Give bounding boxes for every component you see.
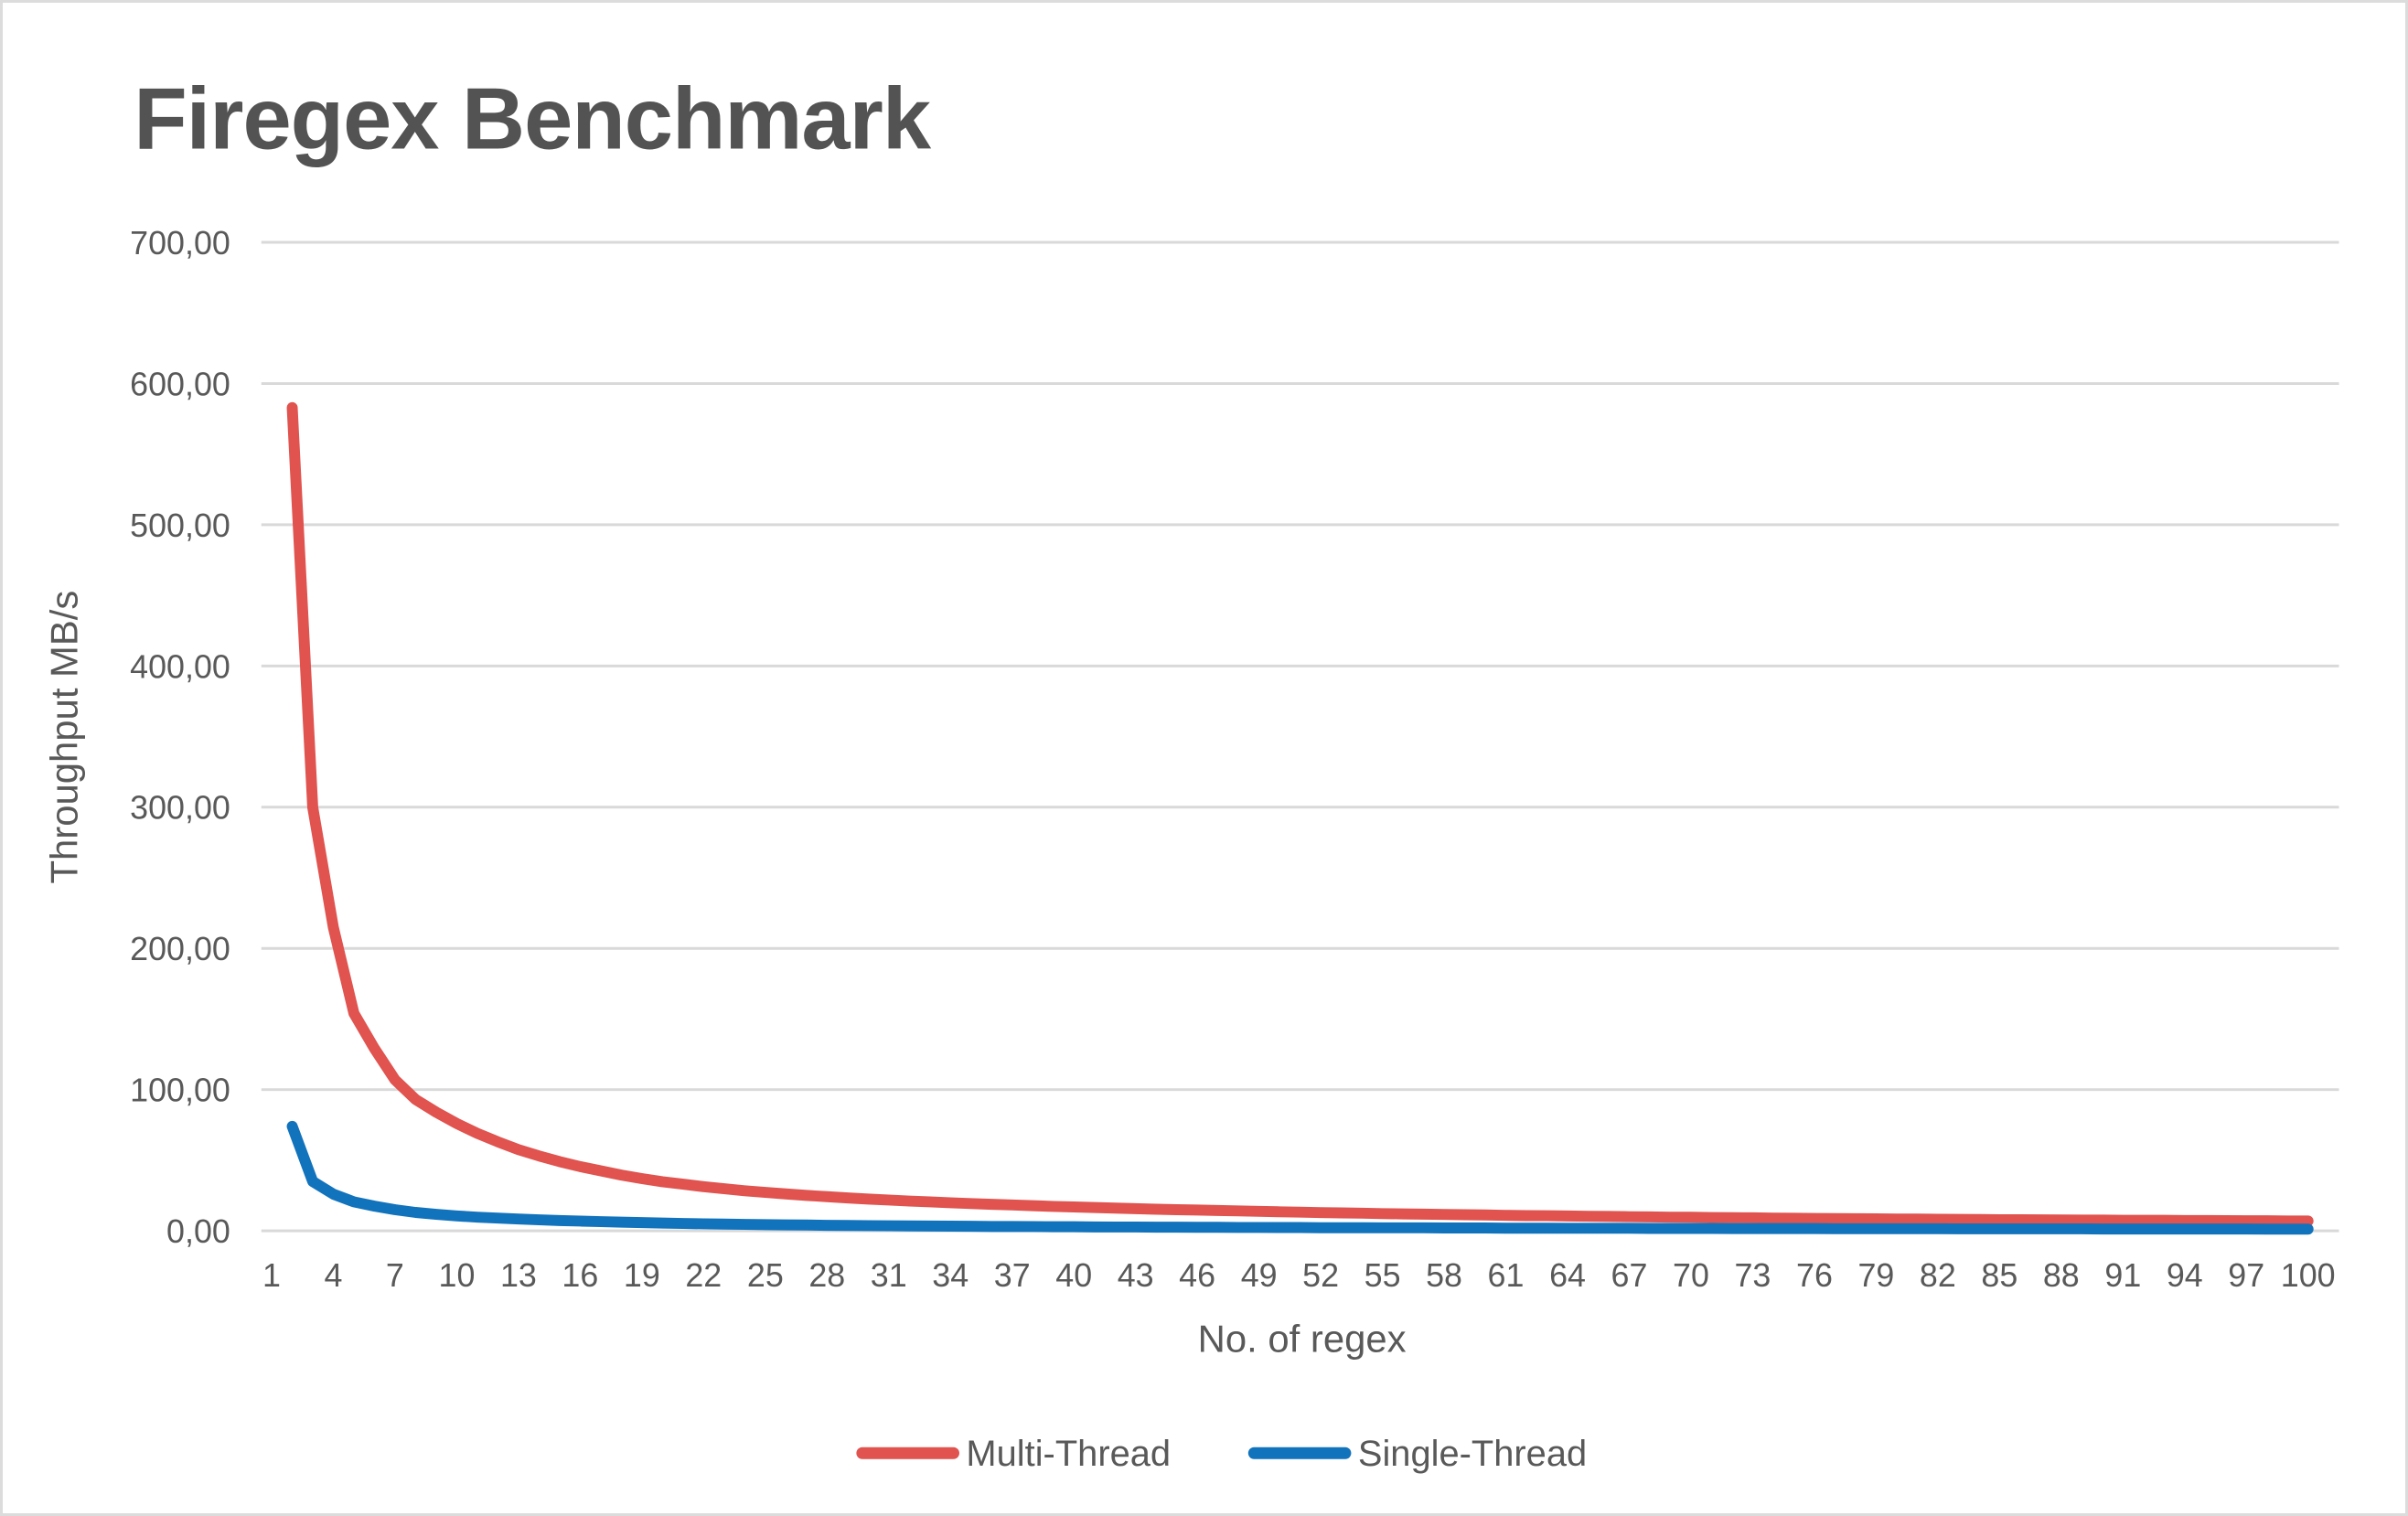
legend-label: Single-Thread <box>1358 1434 1587 1474</box>
x-tick-label: 85 <box>1981 1257 2017 1294</box>
series-line-multi-thread <box>286 401 2314 1227</box>
x-tick-label: 1 <box>262 1257 281 1294</box>
x-tick-label: 13 <box>500 1257 537 1294</box>
x-tick-label: 28 <box>808 1257 845 1294</box>
x-tick-label: 100 <box>2281 1257 2336 1294</box>
x-tick-label: 37 <box>994 1257 1031 1294</box>
x-tick-label: 43 <box>1118 1257 1154 1294</box>
x-tick-label: 55 <box>1365 1257 1401 1294</box>
y-tick-label: 300,00 <box>130 790 230 827</box>
x-tick-label: 61 <box>1488 1257 1525 1294</box>
benchmark-line-chart: Firegex Benchmark Throughput MB/s No. of… <box>42 69 2339 1474</box>
x-tick-label: 16 <box>562 1257 598 1294</box>
x-tick-label: 10 <box>439 1257 476 1294</box>
x-tick-label: 73 <box>1734 1257 1771 1294</box>
x-tick-label: 67 <box>1611 1257 1648 1294</box>
legend-item-single-thread: Single-Thread <box>1247 1434 1587 1474</box>
x-tick-label: 52 <box>1302 1257 1339 1294</box>
x-tick-label: 58 <box>1426 1257 1462 1294</box>
x-tick-label: 46 <box>1179 1257 1215 1294</box>
x-tick-label: 7 <box>386 1257 404 1294</box>
y-tick-label: 700,00 <box>130 225 230 262</box>
x-tick-label: 94 <box>2167 1257 2203 1294</box>
x-tick-label: 82 <box>1920 1257 1956 1294</box>
y-axis-title: Throughput MB/s <box>42 591 85 884</box>
x-tick-label: 97 <box>2228 1257 2264 1294</box>
legend-item-multi-thread: Multi-Thread <box>856 1434 1171 1474</box>
legend: Multi-Thread Single-Thread <box>856 1434 1587 1474</box>
x-tick-label: 40 <box>1055 1257 1092 1294</box>
x-axis-tick-labels: 1 4 7 10 13 16 19 22 25 28 31 34 37 40 43 46 49 52 55 58 61 6… <box>262 1257 2336 1294</box>
x-tick-label: 88 <box>2043 1257 2080 1294</box>
series-lines <box>286 401 2314 1235</box>
x-tick-label: 25 <box>747 1257 784 1294</box>
x-tick-label: 91 <box>2104 1257 2141 1294</box>
y-axis-tick-labels: 0,00 100,00 200,00 300,00 400,00 500,00 600,00… <box>130 225 230 1250</box>
y-tick-label: 0,00 <box>166 1213 230 1250</box>
series-line-single-thread <box>286 1120 2314 1235</box>
x-axis-title: No. of regex <box>1198 1318 1407 1361</box>
gridlines <box>261 240 2339 1233</box>
x-tick-label: 79 <box>1857 1257 1894 1294</box>
x-tick-label: 4 <box>324 1257 342 1294</box>
y-tick-label: 200,00 <box>130 931 230 967</box>
legend-label: Multi-Thread <box>966 1434 1171 1474</box>
x-tick-label: 76 <box>1796 1257 1833 1294</box>
x-tick-label: 70 <box>1673 1257 1709 1294</box>
y-tick-label: 500,00 <box>130 507 230 544</box>
x-tick-label: 19 <box>624 1257 660 1294</box>
chart-title: Firegex Benchmark <box>134 69 932 167</box>
y-tick-label: 400,00 <box>130 648 230 685</box>
x-tick-label: 31 <box>871 1257 907 1294</box>
x-tick-label: 64 <box>1549 1257 1586 1294</box>
x-tick-label: 49 <box>1241 1257 1278 1294</box>
y-tick-label: 100,00 <box>130 1073 230 1109</box>
x-tick-label: 22 <box>685 1257 722 1294</box>
x-tick-label: 34 <box>932 1257 969 1294</box>
y-tick-label: 600,00 <box>130 366 230 402</box>
